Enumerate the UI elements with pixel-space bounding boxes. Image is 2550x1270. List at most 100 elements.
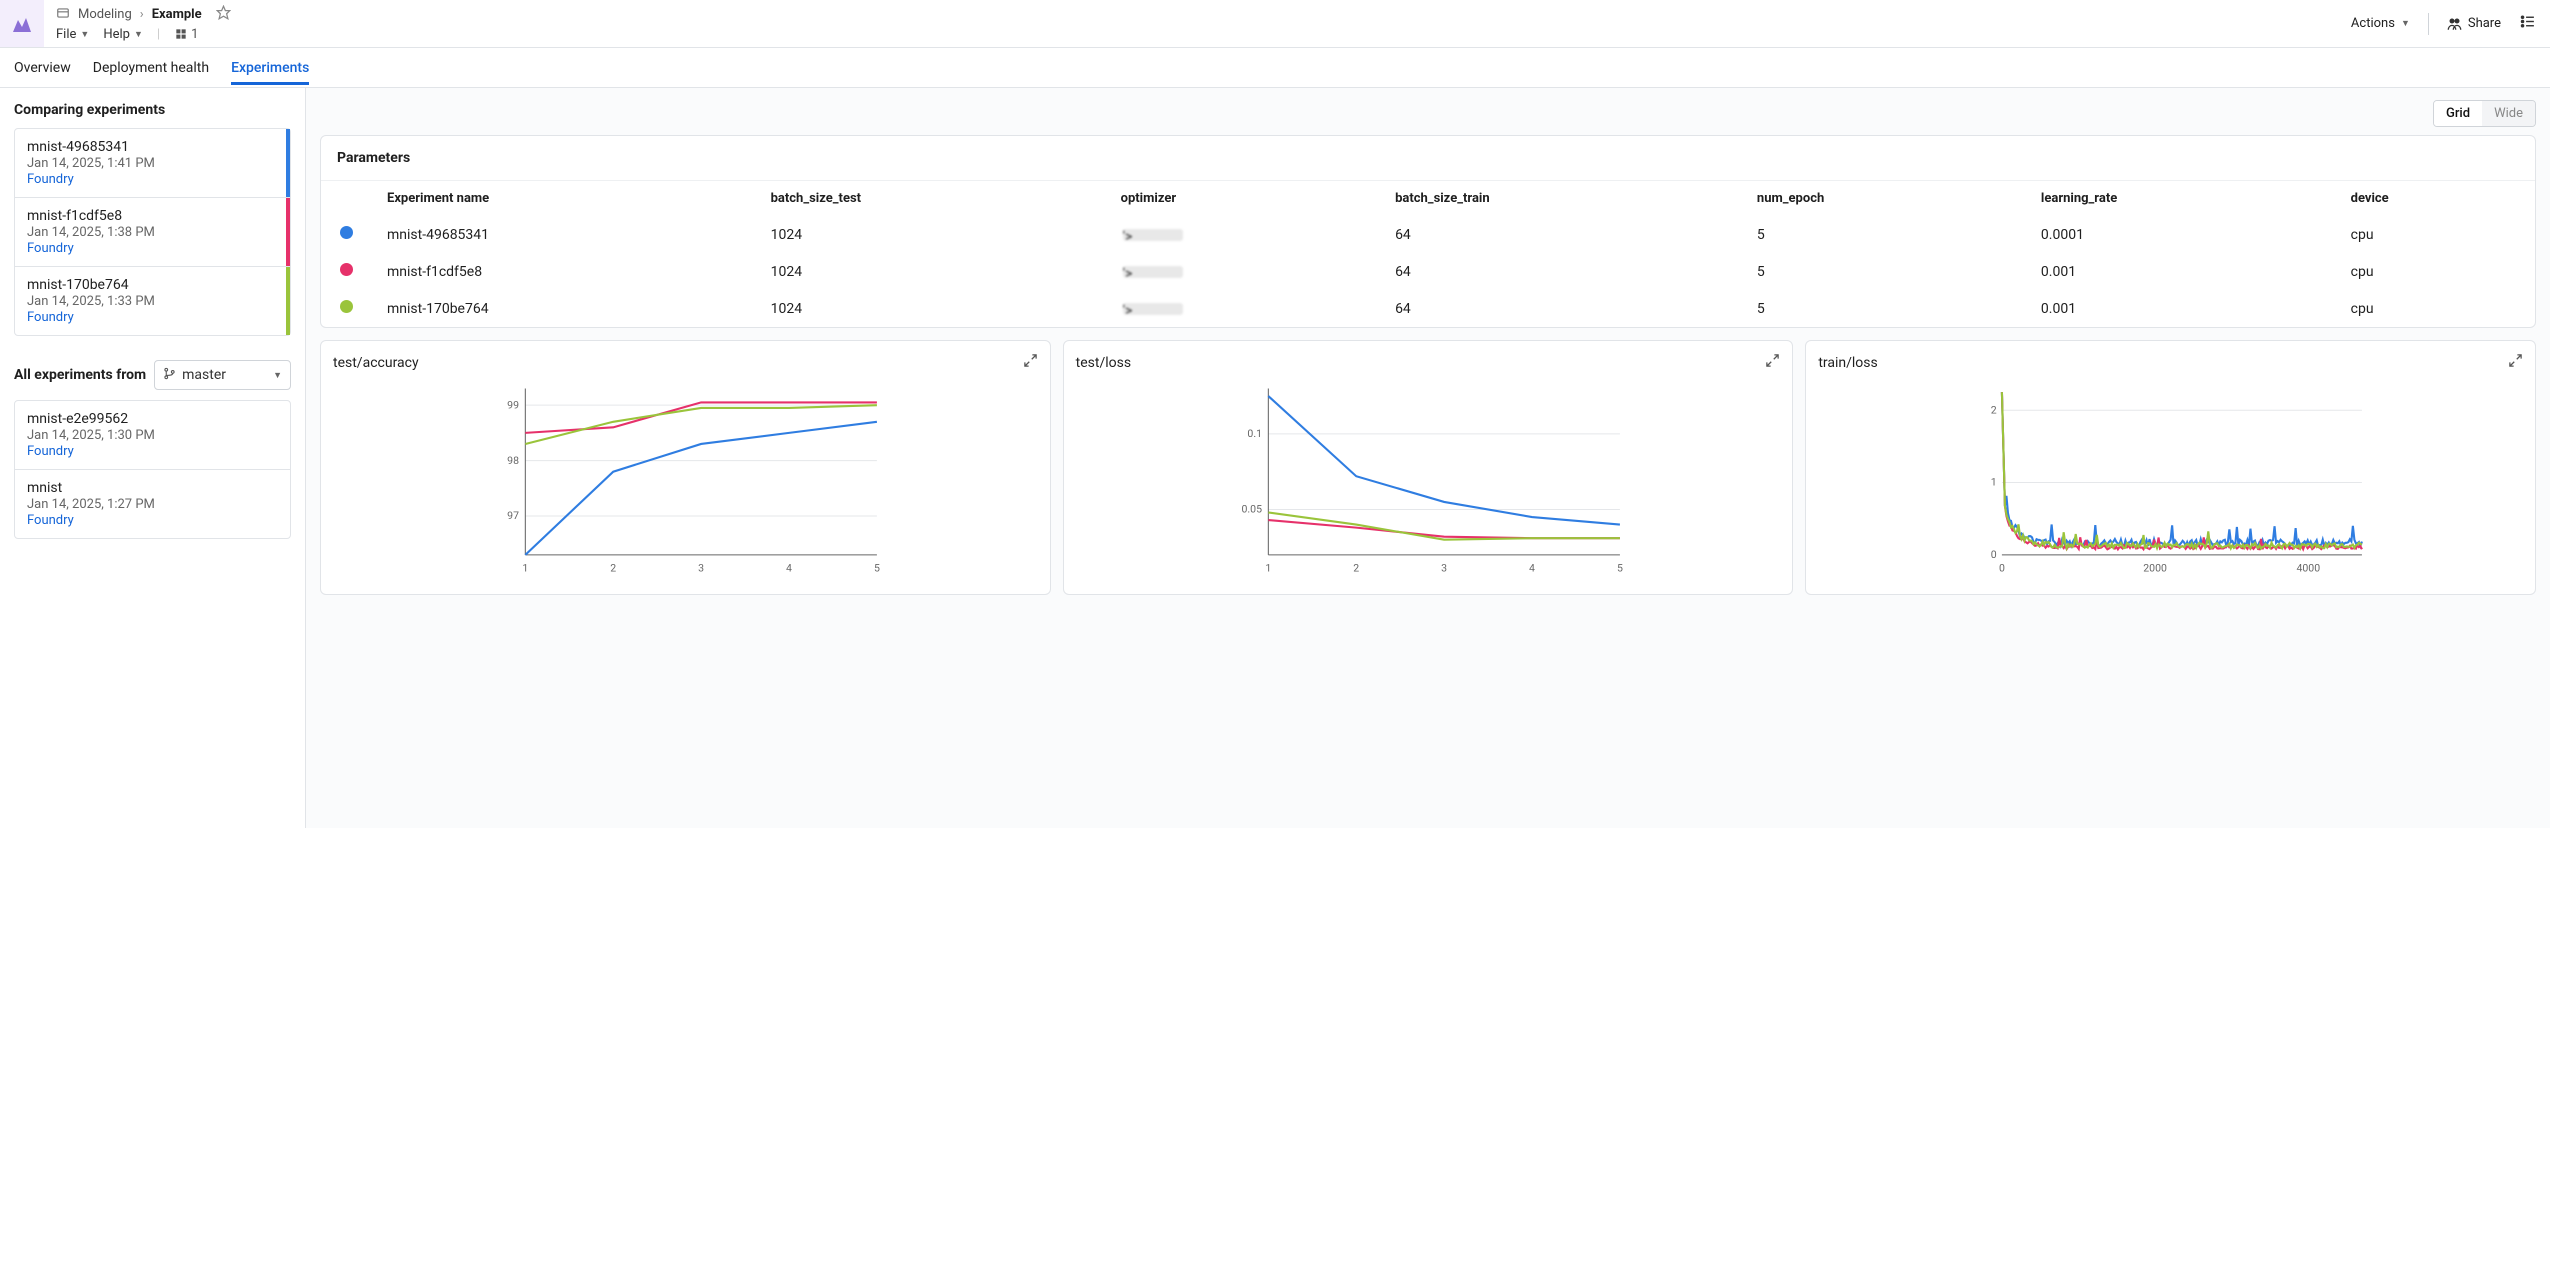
view-wide-button[interactable]: Wide [2482,101,2535,126]
share-button[interactable]: Share [2447,16,2501,31]
param-column-header: num_epoch [1741,181,2025,217]
chart-title: train/loss [1818,355,1877,371]
svg-text:2: 2 [610,562,616,575]
experiment-date: Jan 14, 2025, 1:33 PM [27,294,278,309]
tab-deploy[interactable]: Deployment health [93,51,209,85]
comparing-experiments-list: mnist-49685341 Jan 14, 2025, 1:41 PM Fou… [14,128,291,336]
parameters-title: Parameters [321,136,2535,180]
experiment-source[interactable]: Foundry [27,444,278,459]
experiment-source[interactable]: Foundry [27,172,278,187]
all-experiment-item[interactable]: mnist Jan 14, 2025, 1:27 PM Foundry [15,470,290,538]
cell-batch-size-train: 64 [1379,216,1741,253]
branch-name: master [182,367,226,383]
sidebar: Comparing experiments mnist-49685341 Jan… [0,88,305,828]
chart-title: test/loss [1076,355,1131,371]
main-content: Grid Wide Parameters Experiment namebatc… [305,88,2550,828]
branch-select[interactable]: master ▼ [154,360,291,390]
svg-text:99: 99 [507,398,519,411]
svg-text:98: 98 [507,454,519,467]
breadcrumb-current: Example [152,7,202,23]
all-experiments-label: All experiments from [14,367,146,383]
svg-text:97: 97 [507,509,519,522]
comparing-experiment-item[interactable]: mnist-f1cdf5e8 Jan 14, 2025, 1:38 PM Fou… [15,198,290,267]
param-column-header: batch_size_test [755,181,1105,217]
experiment-color-dot [340,263,353,276]
menu-file[interactable]: File▼ [56,27,89,42]
param-column-header: optimizer [1105,181,1379,217]
expand-icon[interactable] [2508,353,2523,372]
cell-experiment-name: mnist-49685341 [371,216,755,253]
cell-num-epoch: 5 [1741,290,2025,327]
expand-icon[interactable] [1023,353,1038,372]
view-grid-button[interactable]: Grid [2434,101,2482,126]
tab-overview[interactable]: Overview [14,51,71,85]
experiment-date: Jan 14, 2025, 1:30 PM [27,428,278,443]
parameters-table: Experiment namebatch_size_testoptimizerb… [321,180,2535,327]
sidebar-title: Comparing experiments [14,102,291,118]
all-experiments-list: mnist-e2e99562 Jan 14, 2025, 1:30 PM Fou… [14,400,291,539]
experiment-source[interactable]: Foundry [27,310,278,325]
active-users[interactable]: 1 [174,27,198,42]
svg-text:2: 2 [1991,403,1997,416]
experiment-date: Jan 14, 2025, 1:38 PM [27,225,278,240]
chevron-down-icon: ▼ [273,370,282,381]
svg-text:5: 5 [874,562,880,575]
star-icon[interactable] [216,5,231,25]
breadcrumb-separator: › [140,7,144,23]
svg-text:0.1: 0.1 [1247,427,1262,440]
svg-text:4: 4 [786,562,792,575]
experiment-date: Jan 14, 2025, 1:41 PM [27,156,278,171]
cell-batch-size-train: 64 [1379,253,1741,290]
actions-dropdown[interactable]: Actions▼ [2351,16,2410,31]
comparing-experiment-item[interactable]: mnist-49685341 Jan 14, 2025, 1:41 PM Fou… [15,129,290,198]
experiment-name: mnist-170be764 [27,277,278,293]
svg-text:2: 2 [1353,562,1359,575]
cell-experiment-name: mnist-170be764 [371,290,755,327]
svg-text:0: 0 [1999,562,2005,575]
cell-learning-rate: 0.001 [2025,290,2335,327]
cell-batch-size-train: 64 [1379,290,1741,327]
cell-device: cpu [2335,253,2535,290]
svg-text:3: 3 [698,562,704,575]
svg-text:1: 1 [1265,562,1271,575]
experiment-source[interactable]: Foundry [27,241,278,256]
svg-text:3: 3 [1441,562,1447,575]
svg-text:5: 5 [1617,562,1623,575]
svg-text:4: 4 [1529,562,1535,575]
cell-device: cpu [2335,216,2535,253]
menu-help[interactable]: Help▼ [103,27,143,42]
param-column-header: learning_rate [2025,181,2335,217]
parameter-row: mnist-49685341 1024 '> 64 5 0.0001 cpu [321,216,2535,253]
cell-learning-rate: 0.001 [2025,253,2335,290]
top-bar: Modeling › Example File▼ Help▼ | 1 Actio… [0,0,2550,48]
cell-batch-size-test: 1024 [755,290,1105,327]
parameters-panel: Parameters Experiment namebatch_size_tes… [320,135,2536,328]
param-column-header: batch_size_train [1379,181,1741,217]
branch-icon [163,367,176,384]
all-experiment-item[interactable]: mnist-e2e99562 Jan 14, 2025, 1:30 PM Fou… [15,401,290,470]
parameter-row: mnist-f1cdf5e8 1024 '> 64 5 0.001 cpu [321,253,2535,290]
cell-device: cpu [2335,290,2535,327]
cell-num-epoch: 5 [1741,253,2025,290]
folder-icon [56,6,70,25]
cell-batch-size-test: 1024 [755,216,1105,253]
svg-text:2000: 2000 [2144,562,2168,575]
tab-exp[interactable]: Experiments [231,51,309,85]
experiment-name: mnist-f1cdf5e8 [27,208,278,224]
experiment-name: mnist-e2e99562 [27,411,278,427]
breadcrumb-parent[interactable]: Modeling [78,7,132,23]
comparing-experiment-item[interactable]: mnist-170be764 Jan 14, 2025, 1:33 PM Fou… [15,267,290,335]
cell-optimizer: '> [1105,253,1379,290]
experiment-source[interactable]: Foundry [27,513,278,528]
param-column-header: device [2335,181,2535,217]
app-logo[interactable] [0,0,44,47]
view-toggle: Grid Wide [320,100,2536,127]
cell-optimizer: '> [1105,216,1379,253]
parameter-row: mnist-170be764 1024 '> 64 5 0.001 cpu [321,290,2535,327]
svg-text:4000: 4000 [2297,562,2321,575]
panel-toggle-icon[interactable] [2519,13,2536,34]
chart-title: test/accuracy [333,355,419,371]
expand-icon[interactable] [1765,353,1780,372]
chart-grid: test/accuracy 97989912345 test/loss 0.05… [320,340,2536,595]
experiment-name: mnist-49685341 [27,139,278,155]
